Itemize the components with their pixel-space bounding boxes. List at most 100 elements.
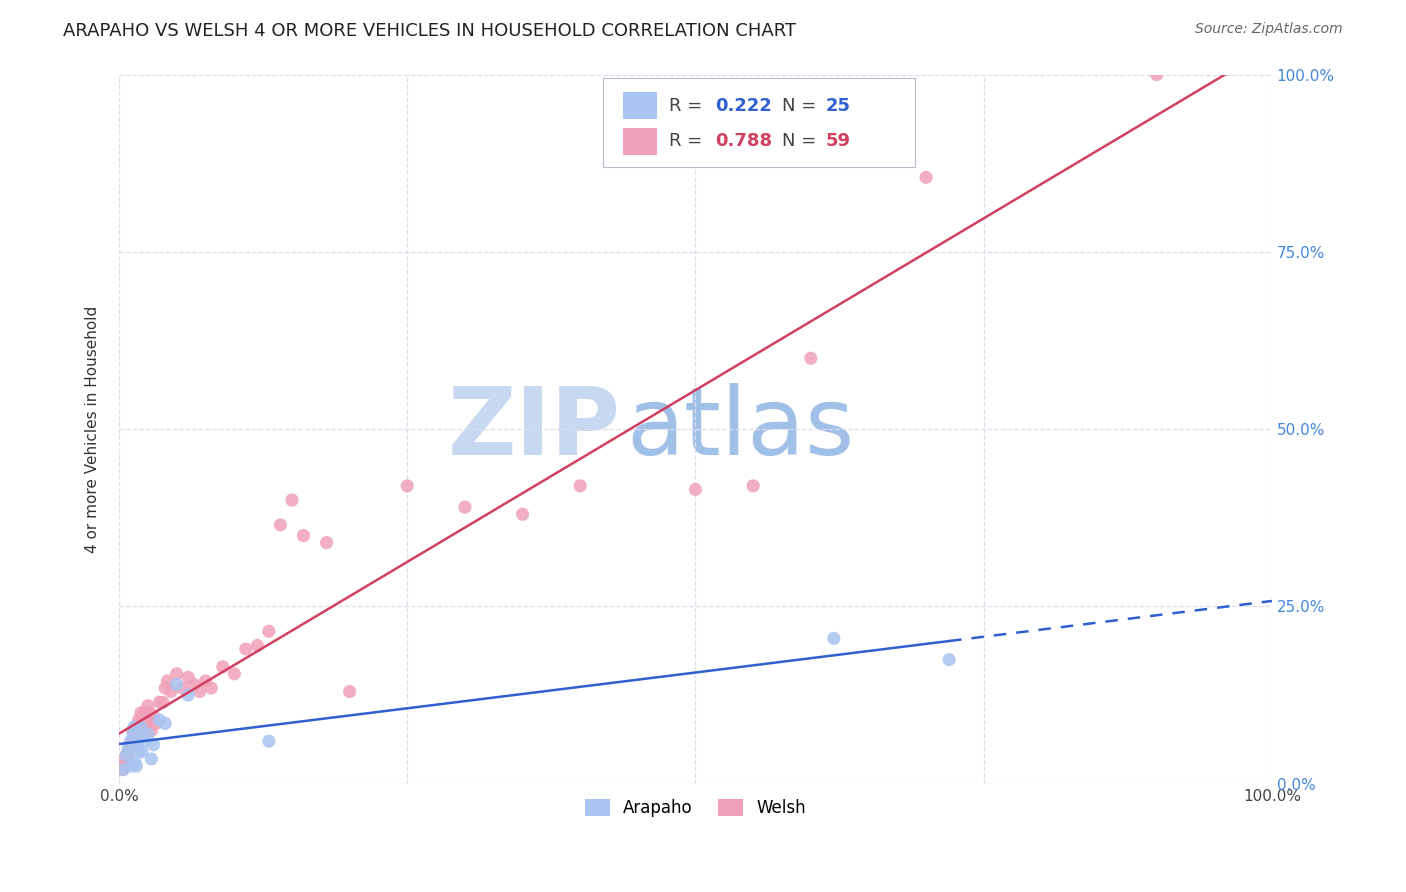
Point <box>114 759 136 773</box>
Point <box>134 706 156 720</box>
Text: 59: 59 <box>825 132 851 150</box>
Point <box>125 720 148 734</box>
Point <box>129 706 152 720</box>
Point <box>135 709 157 723</box>
Point <box>135 723 157 738</box>
Point <box>136 727 159 741</box>
Point <box>136 698 159 713</box>
Point <box>281 493 304 508</box>
Point <box>177 688 200 702</box>
FancyBboxPatch shape <box>623 128 658 154</box>
Point <box>153 716 176 731</box>
Point <box>141 723 163 738</box>
Point <box>145 716 167 731</box>
Point <box>142 738 165 752</box>
Point <box>148 695 170 709</box>
Point <box>152 695 174 709</box>
Point <box>915 170 938 185</box>
Text: R =: R = <box>669 132 709 150</box>
Point <box>131 723 153 738</box>
Point <box>112 763 135 777</box>
Point <box>142 709 165 723</box>
Point <box>160 684 183 698</box>
Text: N =: N = <box>782 132 823 150</box>
FancyBboxPatch shape <box>623 92 658 120</box>
Point <box>200 681 222 695</box>
Point <box>124 756 146 770</box>
Point <box>120 738 142 752</box>
Point <box>141 752 163 766</box>
Point <box>194 673 217 688</box>
Point <box>269 517 291 532</box>
Point <box>128 716 150 731</box>
Point <box>800 351 823 366</box>
Text: N =: N = <box>782 96 823 115</box>
Point <box>117 741 139 756</box>
Text: ZIP: ZIP <box>447 384 620 475</box>
Point <box>131 745 153 759</box>
Point <box>183 677 205 691</box>
Point <box>121 759 143 773</box>
Text: ARAPAHO VS WELSH 4 OR MORE VEHICLES IN HOUSEHOLD CORRELATION CHART: ARAPAHO VS WELSH 4 OR MORE VEHICLES IN H… <box>63 22 796 40</box>
Point <box>292 528 315 542</box>
Point <box>129 720 152 734</box>
Point <box>127 738 149 752</box>
Point <box>115 748 138 763</box>
Point <box>156 673 179 688</box>
Point <box>120 734 142 748</box>
Point <box>211 659 233 673</box>
Point <box>166 677 188 691</box>
Point <box>166 666 188 681</box>
Point <box>118 756 141 770</box>
Point <box>1146 68 1168 82</box>
Text: Source: ZipAtlas.com: Source: ZipAtlas.com <box>1195 22 1343 37</box>
Point <box>685 483 707 497</box>
Point <box>235 642 257 657</box>
Point <box>132 716 155 731</box>
Text: 25: 25 <box>825 96 851 115</box>
Point <box>124 734 146 748</box>
Point <box>115 748 138 763</box>
Point <box>127 720 149 734</box>
Point <box>172 681 194 695</box>
Text: 0.788: 0.788 <box>716 132 772 150</box>
Point <box>122 731 145 745</box>
FancyBboxPatch shape <box>603 78 914 167</box>
Point <box>512 507 534 521</box>
Text: atlas: atlas <box>626 384 855 475</box>
Point <box>177 670 200 684</box>
Point <box>134 734 156 748</box>
Point <box>454 500 477 515</box>
Point <box>122 723 145 738</box>
Point <box>742 479 765 493</box>
Point <box>938 652 960 666</box>
Point <box>128 745 150 759</box>
Point <box>121 734 143 748</box>
Point <box>128 713 150 727</box>
Point <box>128 731 150 745</box>
Point <box>115 752 138 766</box>
Point <box>111 763 134 777</box>
Point <box>257 624 280 639</box>
Point <box>188 684 211 698</box>
Point <box>122 720 145 734</box>
Y-axis label: 4 or more Vehicles in Household: 4 or more Vehicles in Household <box>86 305 100 553</box>
Point <box>153 681 176 695</box>
Point <box>112 756 135 770</box>
Point <box>339 684 361 698</box>
Point <box>315 535 337 549</box>
Point <box>138 713 160 727</box>
Point <box>148 713 170 727</box>
Point <box>257 734 280 748</box>
Text: 0.222: 0.222 <box>716 96 772 115</box>
Point <box>224 666 246 681</box>
Point <box>569 479 592 493</box>
Point <box>125 759 148 773</box>
Point <box>396 479 419 493</box>
Point <box>246 639 269 653</box>
Point <box>139 706 162 720</box>
Legend: Arapaho, Welsh: Arapaho, Welsh <box>576 790 814 825</box>
Point <box>823 632 845 646</box>
Point <box>122 727 145 741</box>
Text: R =: R = <box>669 96 709 115</box>
